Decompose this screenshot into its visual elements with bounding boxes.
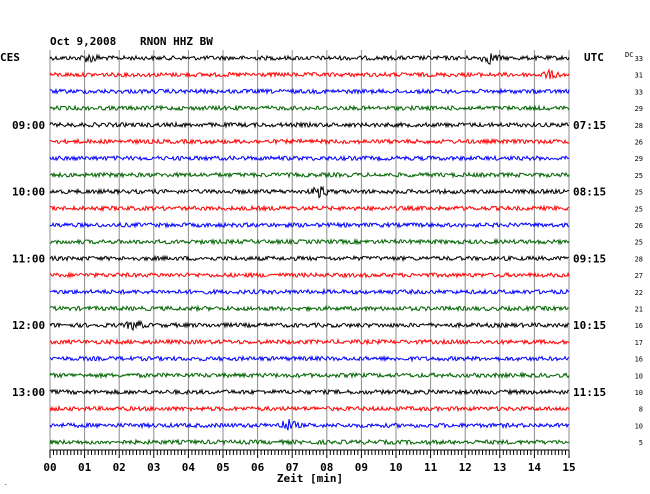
seismic-trace	[49, 371, 570, 380]
seismic-trace	[49, 53, 570, 65]
corner-mark: .	[4, 480, 8, 487]
dc-offset-value: 26	[635, 222, 643, 230]
left-hour-label: 11:00	[12, 252, 45, 265]
dc-offset-value: 21	[635, 306, 643, 314]
dc-column-header: DC	[625, 51, 633, 59]
seismic-trace	[49, 254, 570, 263]
dc-offset-value: 25	[635, 172, 643, 180]
right-timezone-label: UTC	[584, 51, 604, 64]
dc-offset-value: 25	[635, 239, 643, 247]
seismic-traces	[49, 53, 570, 446]
x-tick-label: 00	[43, 461, 56, 474]
seismic-trace	[49, 271, 570, 280]
dc-offset-value: 10	[635, 389, 643, 397]
dc-offset-value: 27	[635, 272, 643, 280]
time-gridlines	[49, 50, 570, 450]
seismic-trace	[49, 319, 570, 332]
dc-offset-value: 28	[635, 255, 643, 263]
seismic-trace	[49, 304, 570, 313]
dc-offset-value: 28	[635, 122, 643, 130]
right-hour-label: 09:15	[573, 252, 606, 265]
x-axis-label: Zeit [min]	[277, 472, 343, 485]
dc-offset-value: 16	[635, 356, 643, 364]
left-hour-label: 10:00	[12, 186, 45, 199]
x-tick-label: 09	[355, 461, 368, 474]
seismic-trace	[49, 185, 570, 199]
x-tick-label: 08	[320, 461, 333, 474]
seismic-trace	[49, 404, 570, 413]
record-date: Oct 9,2008	[50, 35, 116, 48]
dc-offset-value: 5	[639, 439, 643, 447]
right-hour-label: 07:15	[573, 119, 606, 132]
x-tick-label: 07	[286, 461, 299, 474]
dc-offset-value: 25	[635, 205, 643, 213]
seismic-trace	[49, 104, 570, 112]
x-tick-label: 15	[562, 461, 575, 474]
seismic-trace	[49, 419, 570, 431]
x-tick-label: 06	[251, 461, 265, 474]
hour-labels: 09:00 10:00 11:00 12:00 13:00 07:15 08:15 09:15…	[12, 119, 606, 399]
dc-offset-value: 29	[635, 105, 643, 113]
x-tick-label: 04	[182, 461, 196, 474]
dc-offset-value: 25	[635, 189, 643, 197]
dc-offset-value: 29	[635, 155, 643, 163]
right-hour-label: 10:15	[573, 319, 606, 332]
x-tick-label: 03	[147, 461, 160, 474]
x-tick-label: 05	[216, 461, 229, 474]
x-tick-label: 12	[459, 461, 472, 474]
seismic-trace	[49, 337, 570, 346]
dc-offset-value: 33	[635, 88, 643, 96]
seismic-trace	[49, 67, 570, 80]
seismic-trace	[49, 171, 570, 179]
dc-offset-value: 22	[635, 289, 643, 297]
dc-offset-value: 10	[635, 372, 643, 380]
dc-offset-value: 10	[635, 422, 643, 430]
seismic-trace	[49, 137, 570, 146]
seismic-trace	[49, 221, 570, 229]
seismic-trace	[49, 438, 570, 446]
seismic-trace	[49, 287, 570, 296]
seismic-trace	[49, 388, 570, 396]
dc-offset-value: 26	[635, 139, 643, 147]
left-hour-label: 12:00	[12, 319, 45, 332]
x-tick-label: 01	[78, 461, 92, 474]
seismic-trace	[49, 154, 570, 162]
time-axis: 00 01 02 03 04 05 06 07 08 09 10 11 12 13 14 15	[43, 449, 576, 474]
x-tick-label: 02	[113, 461, 126, 474]
seismic-trace	[49, 204, 570, 213]
dc-offset-value: 33	[635, 55, 643, 63]
seismic-trace	[49, 354, 570, 363]
dc-offset-value: 31	[635, 72, 643, 80]
left-timezone-label: CES	[0, 51, 20, 64]
right-hour-label: 11:15	[573, 386, 606, 399]
seismic-trace	[49, 120, 570, 129]
left-hour-label: 13:00	[12, 386, 45, 399]
x-tick-label: 13	[493, 461, 506, 474]
left-hour-label: 09:00	[12, 119, 45, 132]
dc-offset-value: 8	[639, 406, 643, 414]
station-id: RNON HHZ BW	[140, 35, 213, 48]
dc-offset-column: 33 31 33 29 28 26 29 25 25 25 26 25 28 27 22 21 16 17 16 10…	[635, 55, 643, 447]
seismic-trace	[49, 237, 570, 246]
x-tick-label: 14	[528, 461, 542, 474]
x-tick-label: 11	[424, 461, 438, 474]
x-tick-label: 10	[389, 461, 402, 474]
dc-offset-value: 17	[635, 339, 643, 347]
right-hour-label: 08:15	[573, 186, 606, 199]
seismic-trace	[49, 87, 570, 96]
dc-offset-value: 16	[635, 322, 643, 330]
